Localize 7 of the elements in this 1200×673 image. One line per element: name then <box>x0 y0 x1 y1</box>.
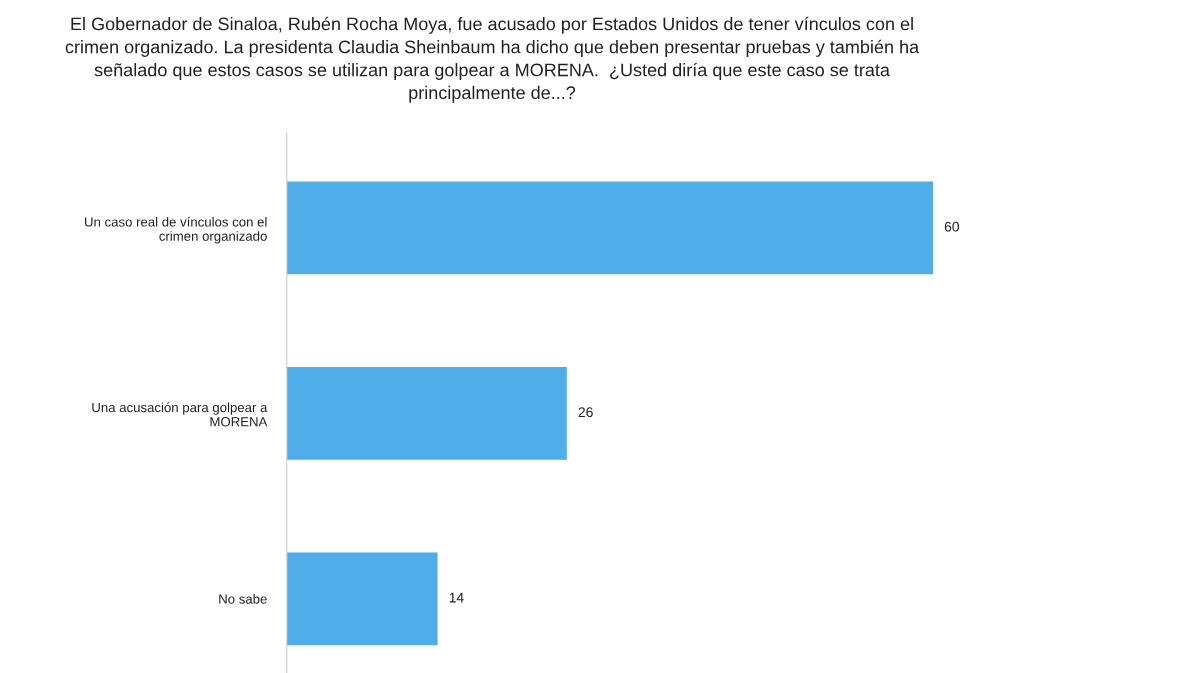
y-tick-label: Un caso real de vínculos con el crimen organizado <box>85 216 267 244</box>
data-label: 14 <box>449 592 464 603</box>
data-label: 26 <box>578 407 593 418</box>
data-label: 60 <box>944 221 960 232</box>
y-tick-label: No sabe <box>219 594 267 604</box>
chart-title: El Gobernador de Sinaloa, Rubén Rocha Moya, fue acusado por Estados Unidos de tener vínculos con el crimen organizado. La presidenta Claudia Sheinbaum ha dicho que deben presentar pruebas y también ha señalado que estos casos se utilizan para golpear a MORENA. ¿Usted diría que este caso se trata principalmente de...? <box>65 16 920 103</box>
y-tick-label: Una acusación para golpear a MORENA <box>92 402 268 427</box>
